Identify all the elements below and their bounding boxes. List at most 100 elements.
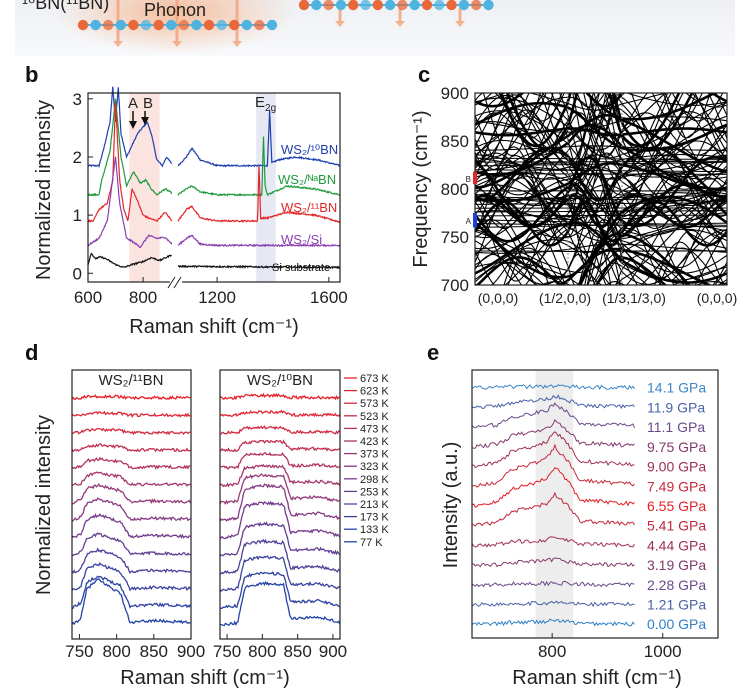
band-line	[475, 219, 727, 226]
legend-item: 253 K	[344, 486, 389, 498]
y-tick-label: 900	[441, 84, 469, 103]
series-line	[71, 410, 191, 419]
band-line	[475, 177, 727, 285]
x-axis-title: Raman shift (cm⁻¹)	[120, 667, 289, 689]
legend-item: 77 K	[344, 537, 383, 549]
nitrogen-atom	[166, 19, 177, 31]
legend-item: 173 K	[344, 512, 389, 524]
nitrogen-atom	[409, 0, 420, 11]
band-line	[475, 196, 727, 203]
legend-label: 373 K	[360, 449, 389, 461]
atom-chains	[77, 0, 494, 47]
band-line	[475, 214, 727, 217]
arrow-head	[455, 21, 465, 27]
series-label: WS₂/Si	[281, 232, 322, 247]
x-tick-label: (1/2,0,0)	[539, 290, 591, 306]
nitrogen-atom	[191, 19, 202, 31]
x-tick-label: 800	[248, 642, 276, 661]
band-line	[505, 93, 694, 150]
boron-atom	[446, 0, 457, 11]
series-label: 9.00 GPa	[647, 459, 706, 475]
series-line	[71, 497, 191, 522]
band-line	[475, 101, 727, 152]
series-line	[219, 425, 340, 435]
plot-frame	[87, 92, 341, 283]
series-line	[471, 394, 635, 410]
subplot-title-11bn: WS₂/¹¹BN	[99, 372, 164, 389]
axis-break-mark	[173, 276, 182, 289]
boron-atom	[229, 19, 240, 31]
panel-d-chart: WS₂/¹¹BN WS₂/¹⁰BN 750 800 850 900 750 800 850 9…	[33, 369, 389, 689]
band-line	[475, 172, 727, 238]
plot-frame-right	[219, 369, 341, 640]
series-line	[71, 483, 191, 505]
band-line	[491, 247, 724, 285]
arrow-head	[395, 21, 405, 27]
series-line	[219, 521, 341, 557]
series-line	[471, 418, 635, 449]
series-label: WS₂/¹¹BN	[281, 200, 337, 215]
boron-atom	[254, 19, 265, 31]
band-line	[528, 93, 669, 111]
band-line	[475, 173, 727, 175]
band-line	[475, 228, 727, 285]
x-tick-label: (0,0,0)	[697, 290, 737, 306]
panel-label-b: b	[25, 62, 38, 87]
band-line	[475, 93, 727, 158]
series-line	[471, 431, 635, 469]
series-line	[219, 439, 340, 453]
nitrogen-atom	[458, 0, 470, 11]
series-label: 1.21 GPa	[647, 597, 706, 613]
legend-label: 473 K	[360, 423, 389, 435]
arrow-b-icon	[141, 111, 149, 125]
series-line	[471, 600, 635, 608]
y-tick-label: 3	[73, 90, 82, 109]
arrow-head	[232, 41, 242, 47]
x-axis-title: Raman shift (cm⁻¹)	[129, 316, 298, 338]
series-label: WS₂/¹⁰BN	[281, 142, 338, 157]
x-tick-label: 750	[65, 642, 93, 661]
series-line	[471, 467, 635, 508]
series-line	[219, 463, 341, 488]
band-line	[475, 112, 727, 156]
series-line	[471, 384, 635, 391]
series-label: 0.00 GPa	[647, 616, 706, 632]
x-tick-label: 850	[140, 642, 168, 661]
series-line	[72, 575, 191, 609]
boron-atom	[397, 0, 408, 11]
x-tick-label: (0,0,0)	[478, 290, 518, 306]
arrow-head	[113, 41, 123, 47]
y-tick-label: 0	[73, 264, 82, 283]
band-line	[475, 226, 727, 273]
series-label: 11.1 GPa	[647, 419, 705, 435]
series-line	[71, 562, 191, 592]
band-line	[475, 223, 727, 228]
nitrogen-atom	[335, 0, 347, 11]
axis-break-gap	[170, 276, 182, 288]
panel-c-chart: 700 750 800 850 900 (0,0,0) (1/2,0,0) (1/3,1/3,…	[410, 84, 737, 306]
y-axis-title: Intensity (a.u.)	[440, 442, 462, 569]
axis-break-mark	[167, 276, 176, 289]
series-line	[71, 532, 191, 557]
x-tick-label: 900	[319, 642, 347, 661]
plot-frame-left	[71, 369, 192, 640]
band-line	[475, 97, 727, 159]
series-line	[471, 618, 635, 627]
boron-atom	[323, 0, 334, 11]
legend-item: 573 K	[344, 398, 389, 410]
band-line	[475, 198, 727, 282]
annotation-a: A	[128, 95, 138, 112]
series-label: 3.19 GPa	[647, 557, 706, 573]
panel-b-chart: 0 1 2 3 600 800 1200 1600 Raman shift (cm⁻¹) No…	[33, 86, 348, 338]
boron-atom	[178, 19, 189, 31]
y-tick-label: 2	[73, 148, 82, 167]
band-line	[475, 194, 727, 202]
arrow-a-icon	[129, 111, 137, 129]
nitrogen-atom	[434, 0, 445, 11]
series-line	[219, 500, 341, 540]
band-line	[475, 262, 727, 285]
material-label: ¹⁰BN(¹¹BN)	[22, 0, 109, 13]
series-line	[177, 136, 341, 197]
y-axis-title: Normalized intensity	[33, 415, 55, 595]
